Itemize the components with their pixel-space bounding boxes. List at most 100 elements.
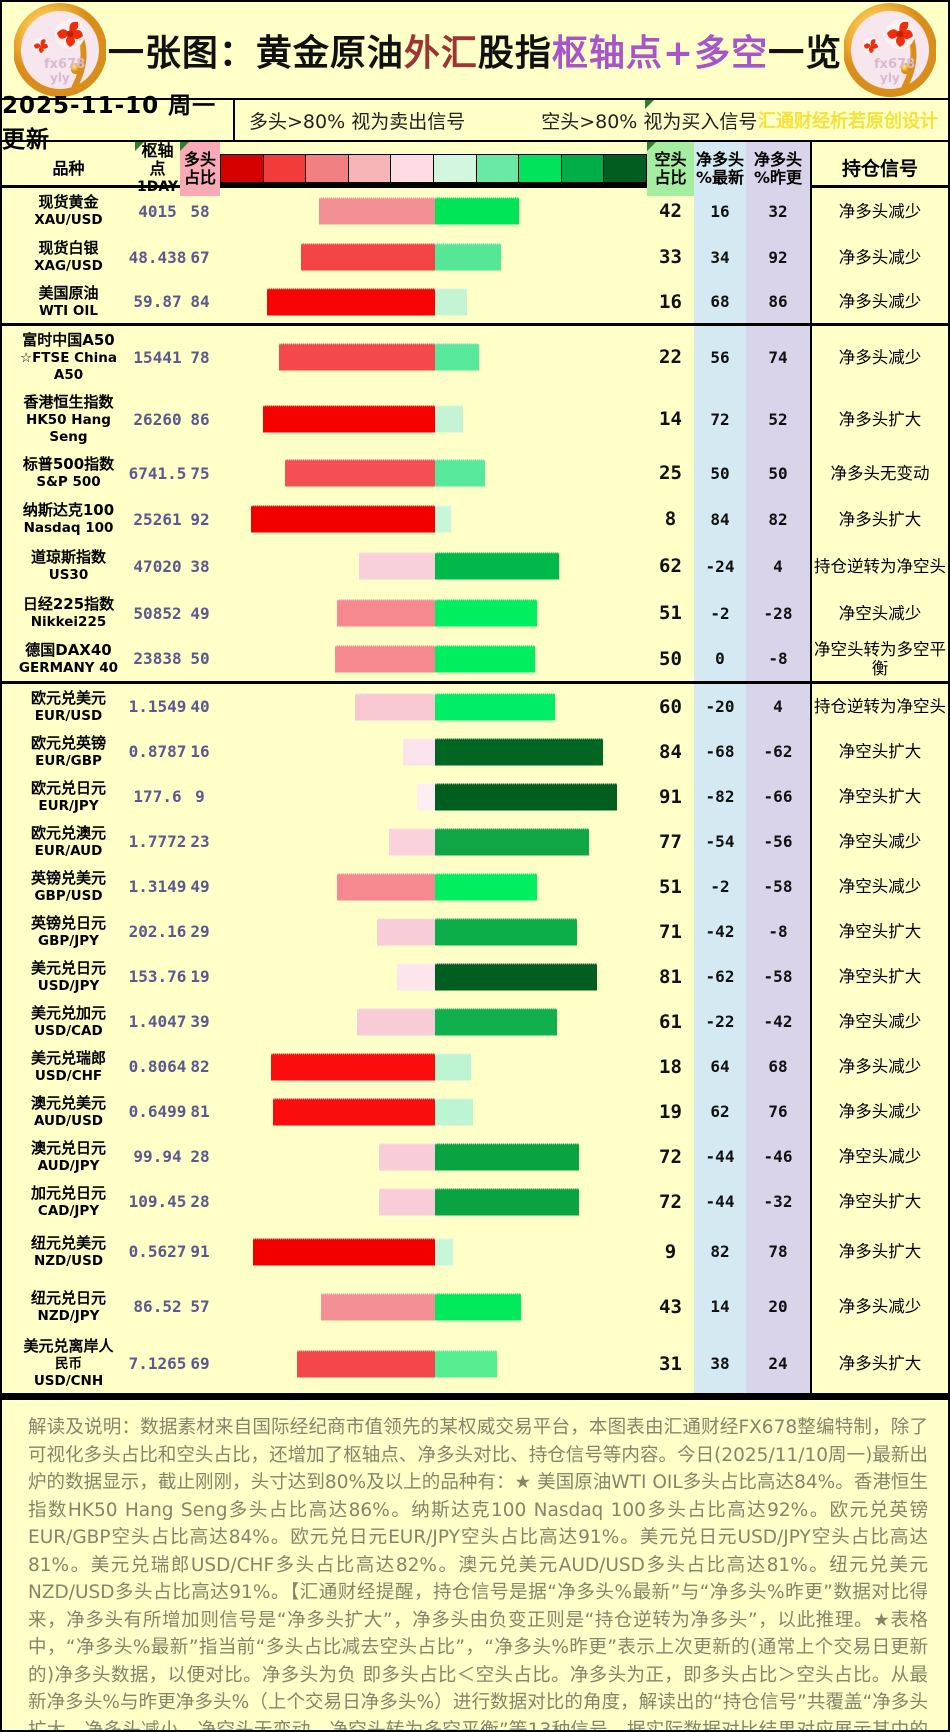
table-row: 香港恒生指数 HK50 Hang Seng 26260 86 14 72 52 净多头扩大 (2, 388, 948, 450)
long-bar (319, 197, 435, 225)
title-black-3: 一览 (768, 33, 843, 74)
net-long-latest-value: 68 (694, 280, 746, 323)
bar-canvas (220, 774, 647, 819)
short-pct-value: 14 (659, 408, 682, 430)
pivot-value: 202.16 (128, 922, 187, 941)
instrument-name: 澳元兑日元 AUD/JPY (2, 1134, 135, 1179)
table-row: 日经225指数 Nikkei225 50852 49 51 -2 -28 净空头减少 (2, 590, 948, 636)
net-long-latest-value: -62 (694, 954, 746, 999)
scale-swatch-3 (347, 154, 391, 183)
net-long-latest-value: 38 (694, 1334, 746, 1393)
net-long-prev-value: -56 (746, 819, 810, 864)
instrument-name: 现货黄金 XAU/USD (2, 188, 135, 234)
short-bar (435, 599, 537, 627)
net-long-prev-value: 86 (746, 280, 810, 323)
bar-canvas (220, 590, 647, 636)
long-pct-value: 67 (190, 247, 210, 267)
bar-canvas (220, 1334, 647, 1393)
net-long-latest-value: -82 (694, 774, 746, 819)
position-signal: 净空头扩大 (810, 774, 948, 819)
long-pct-value: 82 (190, 1057, 210, 1076)
net-long-latest-value: -44 (694, 1179, 746, 1224)
pivot-value: 86.52 (133, 1297, 182, 1316)
short-bar (435, 1053, 471, 1080)
pivot-value: 0.8064 (128, 1057, 187, 1076)
net-long-prev-value: 24 (746, 1334, 810, 1393)
net-long-prev-value: 74 (746, 326, 810, 388)
table-row: 英镑兑日元 GBP/JPY 202.16 29 71 -42 -8 净空头扩大 (2, 909, 948, 954)
col-header-short-pct: 空头 占比 (647, 142, 694, 196)
instrument-name-en: ☆FTSE China (19, 349, 118, 366)
table-row: 美国原油 WTI OIL 59.87 84 16 68 86 净多头减少 (2, 280, 948, 326)
table-row: 道琼斯指数 US30 47020 38 62 -24 4 持仓逆转为净空头 (2, 542, 948, 590)
long-bar (417, 783, 435, 810)
net-long-prev-value: 76 (746, 1089, 810, 1134)
left-logo-badge-icon: fx678 yly (14, 3, 106, 97)
instrument-name-zh: 德国DAX40 (25, 640, 112, 659)
long-bar (403, 738, 435, 765)
net-long-latest-value: -20 (694, 684, 746, 729)
long-bar (355, 693, 435, 720)
pivot-value: 1.7772 (128, 832, 187, 851)
instrument-name-zh: 纽元兑日元 (30, 1288, 106, 1307)
instrument-name-en: USD/CAD (34, 1022, 103, 1039)
short-pct-value: 42 (659, 200, 682, 222)
net-long-prev-value: 78 (746, 1224, 810, 1279)
position-signal: 净多头扩大 (810, 1224, 948, 1279)
net-long-latest-value: 84 (694, 496, 746, 542)
long-bar (279, 343, 435, 371)
short-pct-value: 77 (659, 830, 682, 853)
instrument-name: 纳斯达克100 Nasdaq 100 (2, 496, 135, 542)
bar-canvas (220, 954, 647, 999)
instrument-name-en: NZD/USD (33, 1252, 104, 1269)
footer-section: 解读及说明：数据素材来自国际经纪商市值领先的某权威交易平台，本图表由汇通财经FX… (2, 1396, 948, 1730)
instrument-name-zh: 美元兑瑞郎 (30, 1048, 106, 1067)
bar-canvas (220, 450, 647, 496)
position-signal: 净空头扩大 (810, 909, 948, 954)
net-long-latest-value: -68 (694, 729, 746, 774)
instrument-name-en: A50 (53, 366, 84, 383)
long-pct-value: 81 (190, 1102, 210, 1121)
scale-swatch-4 (390, 154, 433, 183)
short-pct-value: 22 (659, 346, 682, 368)
short-pct-value: 51 (659, 875, 682, 898)
position-signal: 净空头转为多空平衡 (810, 636, 948, 681)
long-bar (263, 405, 435, 433)
instrument-name: 英镑兑美元 GBP/USD (2, 864, 135, 909)
short-pct-value: 31 (659, 1352, 682, 1375)
update-date: 2025-11-10 周一更新 (2, 93, 235, 153)
page-title: 一张图：黄金原油外汇股指枢轴点+多空一览 (108, 24, 842, 76)
short-pct-value: 25 (659, 462, 682, 484)
short-bar (435, 918, 577, 945)
short-bar (435, 1238, 453, 1265)
pivot-value: 177.6 (133, 787, 182, 806)
net-long-latest-value: 34 (694, 234, 746, 280)
bar-canvas (220, 234, 647, 280)
net-long-prev-value: -32 (746, 1179, 810, 1224)
table-row: 德国DAX40 GERMANY 40 23838 50 50 0 -8 净空头转为多空平衡 (2, 636, 948, 684)
net-long-latest-value: 56 (694, 326, 746, 388)
svg-text:yly: yly (50, 71, 70, 85)
instrument-name: 德国DAX40 GERMANY 40 (2, 636, 135, 681)
pivot-value: 59.87 (133, 292, 182, 311)
short-pct-value: 8 (664, 508, 677, 530)
long-bar (251, 505, 435, 533)
instrument-name-zh: 欧元兑日元 (30, 778, 106, 797)
col-header-signal: 持仓信号 (810, 142, 948, 196)
short-bar (435, 343, 479, 371)
col-header-net-prev: 净多头 %昨更 (746, 142, 810, 196)
net-long-prev-value: -28 (746, 590, 810, 636)
short-pct-value: 16 (659, 290, 682, 313)
long-pct-value: 58 (190, 201, 210, 221)
long-pct-value: 9 (195, 787, 205, 806)
bar-canvas (220, 388, 647, 450)
instrument-name-en: Seng (49, 428, 88, 445)
position-signal: 净多头减少 (810, 280, 948, 323)
bar-canvas (220, 1179, 647, 1224)
instrument-name: 现货白银 XAG/USD (2, 234, 135, 280)
instrument-name-en: WTI OIL (39, 302, 98, 319)
net-long-prev-value: 20 (746, 1279, 810, 1334)
position-signal: 净多头无变动 (810, 450, 948, 496)
net-long-prev-value: -58 (746, 954, 810, 999)
instrument-name-en: EUR/JPY (38, 797, 99, 814)
